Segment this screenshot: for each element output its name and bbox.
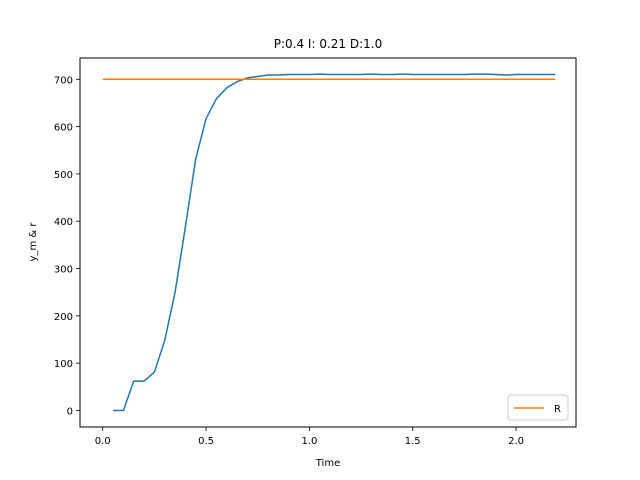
- y-tick-label: 700: [54, 75, 73, 86]
- x-tick-label: 2.0: [508, 436, 524, 447]
- y-tick-label: 600: [54, 123, 73, 134]
- x-tick-label: 1.5: [405, 436, 421, 447]
- y-tick-label: 0: [67, 406, 73, 417]
- plot-lines: [102, 73, 556, 412]
- x-tick-label: 0.0: [95, 436, 111, 447]
- chart-title: P:0.4 I: 0.21 D:1.0: [274, 37, 382, 51]
- legend: R: [507, 394, 569, 421]
- series-line-0: [113, 73, 556, 412]
- legend-label-r: R: [554, 404, 561, 415]
- x-tick-label: 1.0: [301, 436, 317, 447]
- y-tick-label: 200: [54, 312, 73, 323]
- x-axis-label: Time: [315, 458, 340, 469]
- x-axis-ticks: 0.0 0.5 1.0 1.5 2.0: [95, 427, 524, 447]
- y-tick-label: 500: [54, 170, 73, 181]
- y-axis-label: y_m & r: [28, 222, 39, 262]
- y-axis-ticks: 0 100 200 300 400 500 600 700: [54, 75, 80, 417]
- y-tick-label: 300: [54, 265, 73, 276]
- y-tick-label: 100: [54, 359, 73, 370]
- x-tick-label: 0.5: [198, 436, 214, 447]
- plot-frame: [79, 57, 577, 428]
- y-tick-label: 400: [54, 217, 73, 228]
